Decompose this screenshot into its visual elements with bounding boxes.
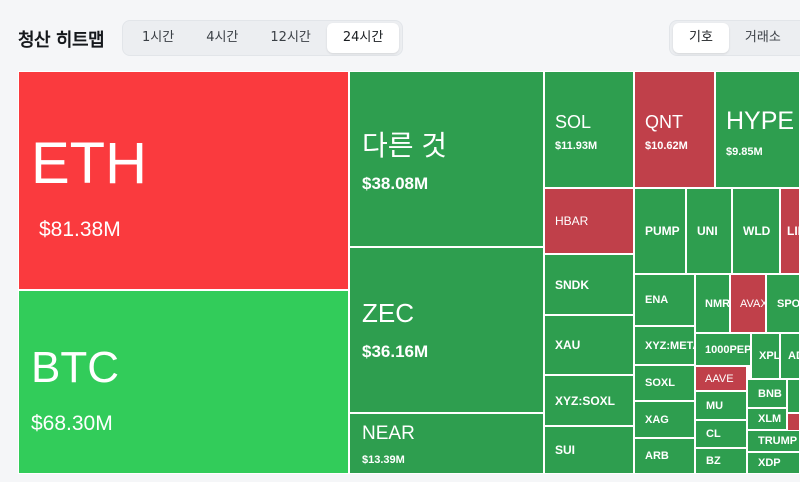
heatmap-tile-xpl[interactable]: XPL <box>751 333 780 379</box>
tile-symbol: ARB <box>645 450 669 462</box>
view-by-exchange-button[interactable]: 거래소 <box>744 30 781 45</box>
heatmap-tile-aave[interactable]: AAVE <box>695 366 747 391</box>
tile-symbol: XAU <box>555 338 581 352</box>
tile-value: $81.38M <box>39 218 121 241</box>
timeframe-selector: 1시간 4시간 12시간 24시간 <box>122 20 404 56</box>
tile-symbol: HYPE <box>726 107 795 135</box>
tile-symbol: SNDK <box>555 277 590 292</box>
tile-symbol: UNI <box>697 224 718 238</box>
tile-symbol: BNB <box>758 387 782 400</box>
heatmap-tile-zec[interactable]: ZEC $36.16M <box>349 247 544 413</box>
view-mode-selector: 기호 거래소 <box>669 20 800 56</box>
tile-symbol: 다른 것 <box>362 130 448 161</box>
tile-symbol: XYZ:META <box>645 339 695 352</box>
tile-symbol: XYZ:SOXL <box>555 393 616 408</box>
tile-symbol: TRUMP <box>758 435 798 447</box>
heatmap-tile-xyz-soxl[interactable]: XYZ:SOXL <box>544 375 634 426</box>
tile-symbol: NMR <box>705 297 730 310</box>
heatmap-tile-ada[interactable]: ADA <box>780 333 800 379</box>
tile-symbol: SPO <box>777 297 800 310</box>
heatmap-tile-pump[interactable]: PUMP <box>634 188 686 274</box>
heatmap-tile-small[interactable] <box>787 379 800 413</box>
heatmap-tile-uni[interactable]: UNI <box>686 188 732 274</box>
page-title: 청산 히트맵 <box>18 30 105 51</box>
tile-symbol: SOXL <box>645 377 675 389</box>
heatmap-tile-eth[interactable]: ETH $81.38M <box>18 71 349 290</box>
tile-symbol: MU <box>706 399 724 412</box>
tile-symbol: NEAR <box>362 423 415 444</box>
heatmap-tile-1000pepe[interactable]: 1000PEPE <box>695 333 751 366</box>
heatmap-tile-btc[interactable]: BTC $68.30M <box>18 290 349 474</box>
tile-symbol: BTC <box>31 343 119 392</box>
tile-symbol: AVAX <box>740 297 766 310</box>
timeframe-24h-button[interactable]: 24시간 <box>326 23 400 53</box>
tile-symbol: HBAR <box>555 214 589 228</box>
heatmap-tile-hbar[interactable]: HBAR <box>544 188 634 254</box>
heatmap-tile-lin[interactable]: LIN <box>780 188 800 274</box>
tile-symbol: ETH <box>31 131 147 196</box>
heatmap-tile-near[interactable]: NEAR $13.39M <box>349 413 544 474</box>
heatmap-tile-nmr[interactable]: NMR <box>695 274 730 333</box>
heatmap-tile-others[interactable]: 다른 것 $38.08M <box>349 71 544 247</box>
heatmap-tile-cl[interactable]: CL <box>695 420 747 448</box>
tile-value: $68.30M <box>31 412 113 435</box>
heatmap-tile-avax[interactable]: AVAX <box>730 274 766 333</box>
view-by-symbol-button[interactable]: 기호 <box>673 23 729 53</box>
heatmap-tile-wld[interactable]: WLD <box>732 188 780 274</box>
tile-symbol: WLD <box>743 224 771 238</box>
tile-symbol: PUMP <box>645 224 680 238</box>
tile-value: $9.85M <box>726 146 763 158</box>
tile-symbol: 1000PEPE <box>705 343 751 356</box>
tile-symbol: QNT <box>645 112 683 132</box>
tile-symbol: SUI <box>555 443 576 457</box>
timeframe-12h-button[interactable]: 12시간 <box>270 30 311 45</box>
heatmap-tile-mu[interactable]: MU <box>695 391 747 420</box>
heatmap-tile-bnb[interactable]: BNB <box>747 379 787 408</box>
tile-value: $38.08M <box>362 174 429 193</box>
tile-symbol: ENA <box>645 294 669 306</box>
heatmap-tile-bz[interactable]: BZ <box>695 448 747 474</box>
heatmap-tile-xag[interactable]: XAG <box>634 401 695 438</box>
tile-symbol: ZEC <box>362 298 414 328</box>
tile-symbol: BZ <box>706 455 721 467</box>
heatmap-tile-qnt[interactable]: QNT $10.62M <box>634 71 715 188</box>
heatmap-tile-xdp[interactable]: XDP <box>747 452 800 474</box>
liquidation-heatmap: ETH $81.38M BTC $68.30M 다른 것 $38.08M ZEC… <box>18 71 800 474</box>
heatmap-tile-ena[interactable]: ENA <box>634 274 695 326</box>
heatmap-tile-hype[interactable]: HYPE $9.85M <box>715 71 800 188</box>
tile-symbol: XPL <box>759 350 780 362</box>
tile-symbol: SOL <box>555 112 592 132</box>
heatmap-tile-sndk[interactable]: SNDK <box>544 254 634 315</box>
tile-symbol: XLM <box>758 413 782 425</box>
heatmap-tile-xyz-meta[interactable]: XYZ:META <box>634 326 695 365</box>
heatmap-tile-xau[interactable]: XAU <box>544 315 634 375</box>
heatmap-tile-spo[interactable]: SPO <box>766 274 800 333</box>
tile-symbol: XDP <box>758 457 781 469</box>
tile-value: $36.16M <box>362 342 429 361</box>
heatmap-tile-sol[interactable]: SOL $11.93M <box>544 71 634 188</box>
heatmap-tile-xlm[interactable]: XLM <box>747 408 787 430</box>
tile-value: $11.93M <box>555 140 598 152</box>
tile-value: $13.39M <box>362 454 405 466</box>
heatmap-tile-soxl[interactable]: SOXL <box>634 365 695 401</box>
tile-symbol: AAVE <box>705 372 734 385</box>
timeframe-1h-button[interactable]: 1시간 <box>142 30 175 45</box>
tile-symbol: LIN <box>787 224 799 238</box>
tile-symbol: ADA <box>788 350 799 362</box>
tile-symbol: CL <box>706 428 721 440</box>
tile-value: $10.62M <box>645 140 688 152</box>
heatmap-tile-sui[interactable]: SUI <box>544 426 634 474</box>
tile-symbol: XAG <box>645 413 669 426</box>
timeframe-4h-button[interactable]: 4시간 <box>206 30 239 45</box>
heatmap-tile-arb[interactable]: ARB <box>634 438 695 474</box>
heatmap-tile-trump[interactable]: TRUMP <box>747 430 800 452</box>
